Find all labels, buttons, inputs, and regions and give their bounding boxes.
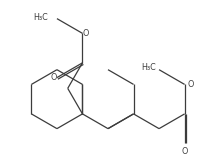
Text: O: O — [181, 147, 188, 156]
Text: H₃C: H₃C — [141, 63, 156, 72]
Text: O: O — [82, 29, 89, 38]
Text: O: O — [188, 80, 194, 89]
Text: H₃C: H₃C — [33, 13, 48, 22]
Text: O: O — [51, 73, 57, 82]
